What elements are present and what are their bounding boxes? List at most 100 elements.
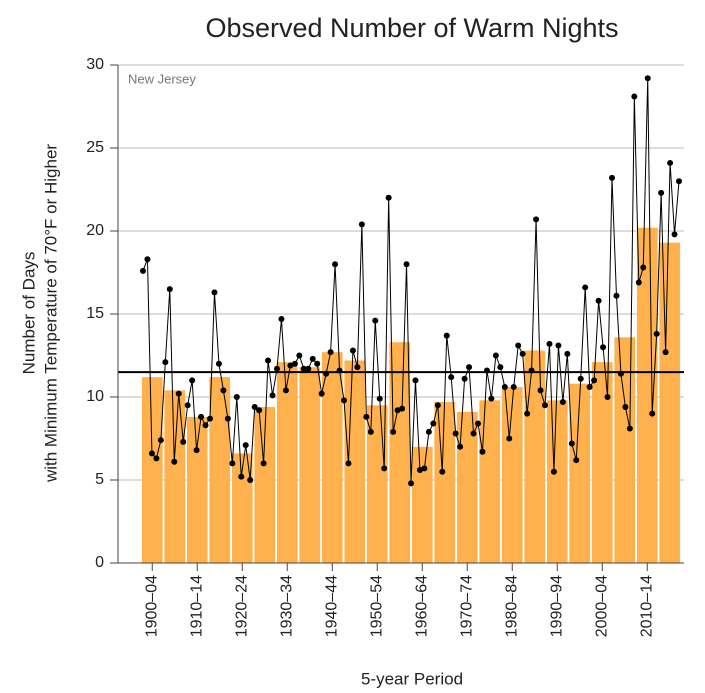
annual-point [613, 292, 620, 299]
annual-point [148, 450, 155, 457]
y-axis-label: with Minimum Temperature of 70°F or High… [41, 144, 60, 483]
annual-point [144, 256, 151, 263]
annual-point [622, 403, 629, 410]
annual-point [247, 477, 254, 483]
y-tick-label: 10 [86, 388, 104, 405]
x-tick-label: 1950–54 [368, 575, 385, 637]
annual-point [501, 384, 508, 391]
annual-point [443, 332, 450, 339]
annual-point [425, 428, 432, 435]
annual-point [600, 344, 607, 351]
annual-point [166, 286, 173, 293]
annual-point [649, 410, 656, 417]
bar [276, 362, 298, 563]
annual-point [542, 402, 548, 409]
bar [456, 411, 478, 563]
x-axis-label: 5-year Period [361, 669, 463, 688]
annual-point [198, 413, 205, 420]
bar [636, 227, 658, 563]
annual-point [318, 390, 325, 397]
annual-point [162, 359, 169, 366]
x-tick-label: 2000–04 [593, 575, 610, 637]
bar [164, 390, 186, 563]
x-tick-label: 1920–24 [233, 575, 250, 637]
x-tick-label: 2010–14 [638, 575, 655, 637]
annual-point [564, 350, 571, 357]
y-tick-label: 25 [86, 139, 104, 156]
annual-point [475, 420, 481, 427]
x-tick-label: 1970–74 [458, 575, 475, 637]
chart-title: Observed Number of Warm Nights [205, 13, 618, 43]
annual-point [403, 261, 410, 268]
annual-point [171, 458, 178, 465]
x-tick-label: 1910–14 [188, 575, 205, 637]
annual-point [399, 405, 406, 412]
y-tick-label: 20 [86, 222, 104, 239]
annual-point [492, 352, 499, 359]
annual-point [215, 360, 222, 367]
annual-point [568, 440, 575, 447]
bar [591, 362, 613, 563]
y-tick-label: 0 [95, 554, 104, 571]
bar [569, 383, 591, 563]
annual-point [479, 448, 486, 455]
bar [209, 377, 231, 563]
bar [186, 416, 208, 563]
bar [434, 401, 456, 563]
annual-point [207, 415, 213, 422]
bar [389, 342, 411, 563]
x-tick-label: 1940–44 [323, 575, 340, 637]
annual-point [327, 349, 334, 356]
annual-point [220, 387, 227, 394]
annual-point [314, 360, 321, 367]
annual-point [421, 465, 428, 472]
annual-point [662, 349, 669, 356]
y-axis-label: Number of Days [19, 252, 38, 375]
annual-point [430, 420, 437, 427]
bar [254, 406, 276, 563]
bar [299, 367, 321, 563]
bar [501, 387, 523, 563]
annual-point [309, 355, 316, 362]
annual-point [555, 342, 562, 349]
annual-point [510, 384, 517, 391]
annual-point [506, 435, 513, 442]
bar [479, 400, 501, 563]
x-tick-label: 1930–34 [278, 575, 295, 637]
x-tick-label: 1990–94 [548, 575, 565, 637]
annual-point [367, 428, 374, 435]
annual-point [626, 425, 633, 432]
annual-point [376, 395, 383, 402]
annual-point [640, 264, 647, 271]
annual-point [573, 457, 580, 464]
annual-point [363, 413, 370, 420]
annual-point [586, 384, 593, 391]
annual-point [439, 468, 446, 475]
annual-point [390, 428, 397, 435]
annual-point [349, 347, 356, 354]
annual-point [676, 178, 682, 185]
annual-point [180, 438, 187, 445]
annual-point [519, 350, 526, 357]
bar [344, 360, 366, 563]
annual-point [211, 289, 218, 296]
annual-point [238, 473, 245, 480]
annual-point [229, 460, 236, 467]
annual-point [457, 443, 464, 450]
annual-point [448, 374, 455, 381]
annual-point [193, 447, 200, 454]
annual-point [591, 377, 598, 384]
y-tick-label: 5 [95, 471, 104, 488]
annual-point [667, 159, 674, 166]
annual-point [470, 430, 477, 437]
bar [411, 446, 433, 563]
annual-point [524, 410, 531, 417]
bar [546, 400, 568, 563]
annual-point [157, 437, 164, 444]
annual-point [559, 398, 566, 405]
x-tick-label: 1980–84 [503, 575, 520, 637]
subtitle: New Jersey [128, 71, 196, 86]
annual-point [381, 465, 388, 472]
annual-point [274, 365, 280, 372]
